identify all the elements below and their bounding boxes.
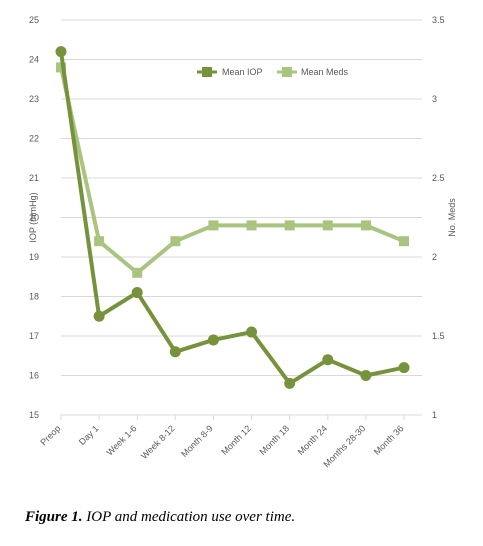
y2-tick-label: 1.5 — [432, 331, 445, 341]
mean-meds-point — [56, 62, 66, 73]
mean-iop-point — [207, 334, 219, 346]
mean-iop-point — [322, 354, 334, 366]
x-tick-label: Month 36 — [372, 423, 406, 457]
legend-mean-meds-label: Mean Meds — [301, 67, 349, 77]
y2-tick-label: 2.5 — [432, 173, 445, 183]
mean-meds-point — [246, 220, 257, 231]
x-tick-label: Preop — [38, 423, 62, 447]
y-tick-label: 19 — [29, 252, 39, 262]
y-tick-label: 15 — [29, 410, 39, 420]
x-tick-label: Month 8-9 — [179, 423, 215, 459]
y-tick-label: 22 — [29, 134, 39, 144]
series-lines — [55, 46, 410, 389]
legend-mean-iop-marker — [202, 67, 212, 77]
y-axis-title: IOP (mmHg) — [28, 192, 38, 242]
chart: 15 16 17 18 19 20 21 22 23 24 25 1 1.5 2 2.5 3 3.5 Preop D… — [28, 15, 457, 469]
y-tick-label: 16 — [29, 371, 39, 381]
mean-iop-point — [246, 326, 258, 338]
figure-caption: Figure 1. IOP and medication use over ti… — [25, 509, 465, 526]
mean-iop-point — [398, 362, 410, 374]
x-tick-label: Month 18 — [257, 423, 291, 457]
y2-tick-label: 3.5 — [432, 15, 445, 25]
axes: 15 16 17 18 19 20 21 22 23 24 25 1 1.5 2 2.5 3 3.5 Preop D… — [29, 15, 445, 469]
mean-meds-point — [284, 220, 295, 231]
x-tick-label: Month 24 — [296, 423, 330, 457]
mean-meds-line — [59, 65, 406, 275]
mean-meds-point — [208, 220, 219, 231]
legend: Mean IOP Mean Meds — [197, 67, 349, 77]
y-tick-label: 23 — [29, 94, 39, 104]
caption-label: Figure 1. — [25, 509, 83, 525]
mean-iop-point — [284, 377, 296, 389]
x-tick-label: Day 1 — [77, 423, 101, 447]
y-tick-label: 18 — [29, 292, 39, 302]
x-tick-label: Month 12 — [219, 423, 253, 457]
mean-iop-point — [169, 346, 181, 358]
y2-tick-label: 3 — [432, 94, 437, 104]
mean-meds-point — [322, 220, 333, 231]
mean-meds-point — [360, 220, 371, 231]
y-tick-label: 24 — [29, 55, 39, 65]
mean-iop-point — [55, 46, 67, 58]
mean-iop-point — [93, 310, 105, 322]
y-tick-label: 21 — [29, 173, 39, 183]
x-tick-label: Week 1-6 — [104, 423, 138, 457]
mean-meds-point — [132, 267, 143, 278]
x-tick-label: Week 8-12 — [139, 423, 177, 461]
y2-axis-title: No. Meds — [447, 198, 457, 237]
mean-meds-point — [94, 236, 105, 247]
legend-mean-meds-marker — [282, 67, 292, 77]
y-tick-label: 25 — [29, 15, 39, 25]
y2-tick-label: 1 — [432, 410, 437, 420]
mean-meds-point — [399, 236, 409, 247]
y2-tick-label: 2 — [432, 252, 437, 262]
y-tick-label: 17 — [29, 331, 39, 341]
mean-iop-point — [131, 287, 143, 299]
caption-text: IOP and medication use over time. — [82, 509, 296, 525]
line-chart: 15 16 17 18 19 20 21 22 23 24 25 1 1.5 2 2.5 3 3.5 Preop D… — [28, 15, 457, 469]
gridlines — [61, 19, 422, 416]
mean-iop-line — [59, 49, 406, 386]
mean-meds-point — [170, 236, 181, 247]
mean-iop-point — [360, 370, 372, 381]
y-tick-label: 20 — [29, 213, 39, 223]
legend-mean-iop-label: Mean IOP — [222, 67, 263, 77]
